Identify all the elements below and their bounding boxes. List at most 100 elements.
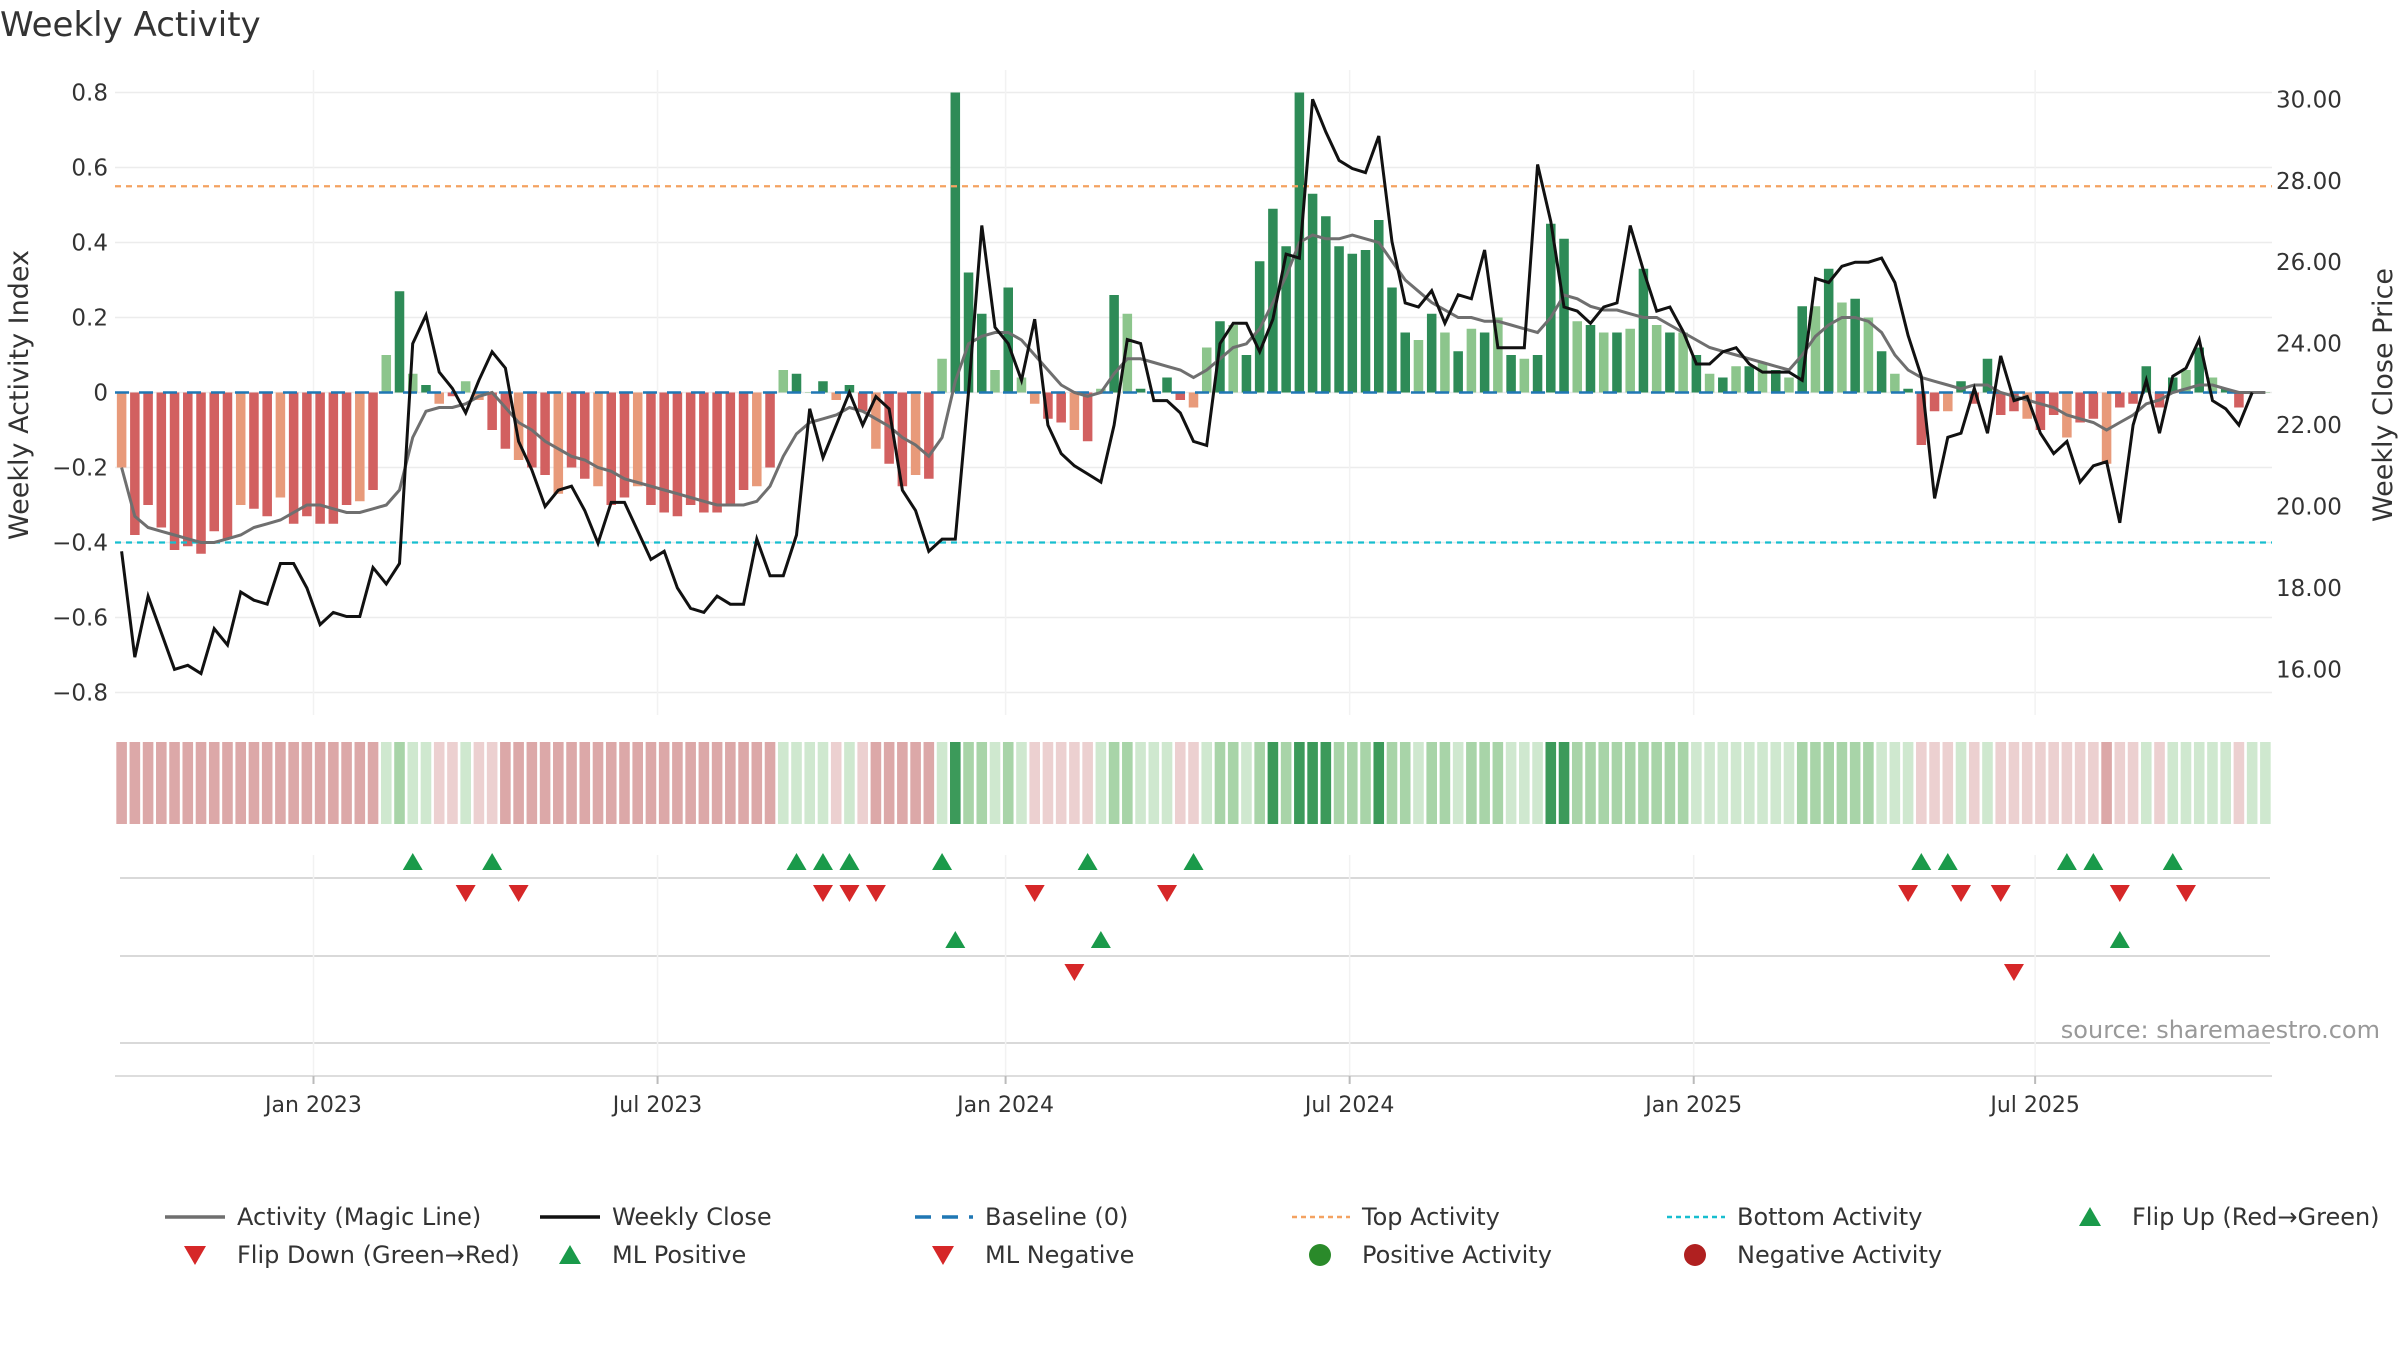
activity-strip-cell (645, 742, 657, 824)
activity-strip-cell (1889, 742, 1901, 824)
activity-strip-cell (1227, 742, 1239, 824)
activity-strip-cell (1399, 742, 1411, 824)
activity-bar (196, 392, 206, 554)
activity-strip-cell (1479, 742, 1490, 824)
activity-strip-cell (1757, 742, 1768, 824)
activity-strip-cell (2101, 742, 2112, 824)
activity-bar (328, 392, 339, 524)
y2-tick-label: 24.00 (2276, 332, 2342, 358)
activity-strip-cell (2193, 742, 2205, 824)
activity-strip-cell (1214, 742, 1226, 824)
activity-bar (1876, 351, 1887, 393)
activity-bar (1043, 392, 1053, 419)
activity-bar (1823, 268, 1834, 393)
y2-axis-label: Weekly Close Price (2368, 268, 2399, 522)
source-credit: source: sharemaestro.com (2061, 1016, 2380, 1044)
y-tick-label: 0.6 (71, 156, 108, 182)
activity-strip-cell (1598, 742, 1610, 824)
activity-strip-cell (989, 742, 1001, 824)
activity-strip-cell (950, 742, 961, 824)
activity-strip-cell (1836, 742, 1848, 824)
activity-bar (1625, 328, 1635, 393)
activity-strip-cell (2021, 742, 2033, 824)
activity-bar (2181, 370, 2191, 393)
flip-up-marker (402, 853, 423, 870)
activity-bar (540, 392, 550, 475)
y2-tick-label: 22.00 (2276, 413, 2342, 439)
x-tick-label: Jul 2023 (611, 1093, 703, 1118)
ml-positive-marker (1090, 931, 1111, 948)
legend-item-flip-down-green-red: Flip Down (Green→Red) (184, 1241, 520, 1269)
activity-strip-cell (1717, 742, 1729, 824)
activity-bar (2115, 392, 2125, 408)
activity-strip-cell (844, 742, 855, 824)
activity-bar (646, 392, 656, 505)
activity-bar (262, 392, 272, 517)
y-tick-label: −0.2 (52, 456, 108, 482)
activity-bar (553, 392, 564, 494)
activity-bar (1175, 392, 1186, 400)
activity-bar (1519, 358, 1530, 393)
activity-bar (699, 392, 709, 513)
activity-bar (632, 392, 643, 487)
legend-item-bottom-activity: Bottom Activity (1667, 1203, 1922, 1231)
x-tick-label: Jul 2025 (1988, 1093, 2080, 1118)
activity-strip-cell (1201, 742, 1213, 824)
activity-strip-cell (1664, 742, 1676, 824)
activity-bar (831, 392, 841, 400)
activity-strip-cell (1704, 742, 1715, 824)
activity-bar (778, 370, 789, 393)
activity-strip-cell (2154, 742, 2165, 824)
activity-strip-cell (2246, 742, 2258, 824)
activity-strip-cell (1135, 742, 1146, 824)
legend-item-weekly-close: Weekly Close (540, 1203, 772, 1231)
y2-tick-label: 16.00 (2276, 657, 2342, 683)
chart-title: Weekly Activity (0, 5, 261, 45)
ml-negative-marker (1064, 964, 1085, 981)
magic-line (120, 233, 2266, 544)
legend-item-ml-positive: ML Positive (559, 1241, 746, 1269)
activity-strip-cell (1558, 742, 1570, 824)
activity-strip-cell (2088, 742, 2099, 824)
legend-label: ML Positive (612, 1241, 746, 1269)
activity-bar (1612, 332, 1622, 393)
activity-bar (249, 392, 259, 509)
activity-bar (2048, 392, 2059, 415)
x-tick-label: Jul 2024 (1303, 1093, 1395, 1118)
activity-bar (804, 392, 815, 393)
legend-label: Negative Activity (1737, 1241, 1942, 1269)
activity-strip-cell (394, 742, 405, 824)
activity-bar (1757, 362, 1768, 393)
legend-label: Weekly Close (612, 1203, 772, 1231)
y-tick-label: 0 (93, 381, 108, 407)
activity-bar (963, 272, 974, 393)
activity-bar (1426, 313, 1437, 393)
activity-bar (1307, 193, 1318, 393)
activity-bar (116, 392, 127, 468)
y-tick-label: 0.2 (71, 306, 108, 332)
legend-label: Bottom Activity (1737, 1203, 1922, 1231)
activity-bar (169, 392, 180, 550)
activity-bar (447, 392, 458, 397)
activity-bar (1360, 250, 1371, 393)
activity-bar (1373, 220, 1384, 393)
activity-bar (1863, 317, 1874, 393)
activity-bar (1837, 302, 1847, 393)
activity-strip-cell (1519, 742, 1530, 824)
activity-strip-cell (1188, 742, 1199, 824)
flip-down-marker (2175, 885, 2196, 902)
activity-strip-cell (777, 742, 789, 824)
activity-strip-cell (526, 742, 538, 824)
flip-up-marker (1183, 853, 1204, 870)
activity-bar (897, 392, 908, 487)
activity-bar (857, 392, 868, 412)
activity-bar (2022, 392, 2032, 419)
activity-bar (1784, 377, 1794, 393)
activity-bar (1665, 332, 1675, 393)
y-tick-label: 0.8 (71, 81, 108, 107)
activity-strip-cell (2220, 742, 2231, 824)
activity-strip-cell (473, 742, 485, 824)
activity-strip-cell (857, 742, 868, 824)
